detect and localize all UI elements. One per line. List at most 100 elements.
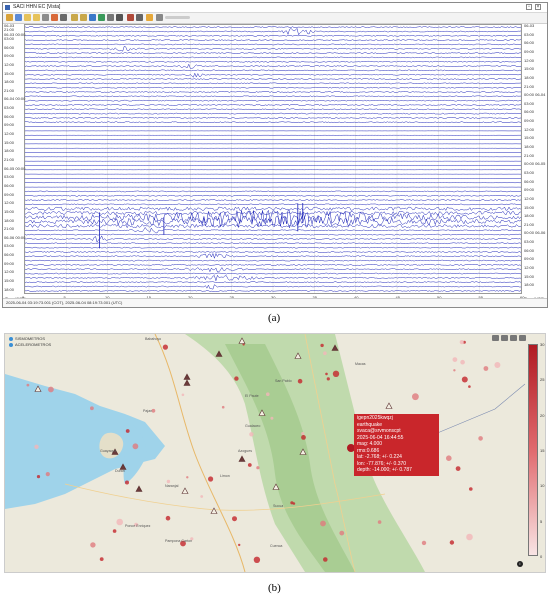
restore-icon[interactable]: ▫	[526, 4, 532, 10]
print-icon[interactable]	[42, 14, 49, 21]
stop-icon[interactable]	[127, 14, 134, 21]
trace-line	[24, 259, 522, 262]
info-icon[interactable]: i	[517, 561, 523, 567]
map-tool-icon[interactable]	[519, 335, 526, 341]
event-marker	[270, 416, 274, 420]
window-title: SACI HHN EC [Vista]	[13, 4, 61, 10]
trace-line	[24, 209, 522, 226]
left-time-label: 15:00	[4, 139, 15, 145]
island	[99, 432, 124, 459]
right-time-label: 03:00	[524, 31, 535, 37]
save-icon[interactable]	[15, 14, 22, 21]
trace-line	[24, 78, 522, 80]
event-marker	[320, 520, 326, 527]
event-depth: depth: -14.000; +/- 0.787	[357, 467, 412, 473]
left-time-label: 15:00	[4, 208, 15, 214]
road	[304, 334, 356, 572]
left-time-label: 09:00	[4, 122, 15, 128]
trace-line	[24, 60, 522, 63]
left-time-label: 06:00	[4, 182, 15, 188]
event-marker	[151, 408, 156, 413]
left-time-label: 18:00	[4, 79, 15, 85]
event-marker	[377, 520, 382, 524]
right-time-label: 12:00	[524, 126, 535, 132]
event-marker	[332, 370, 340, 377]
place-label: Duran	[115, 469, 125, 473]
right-time-label: 09:00	[524, 187, 535, 193]
close-icon[interactable]: ×	[535, 4, 541, 10]
map-tool-icon[interactable]	[492, 335, 499, 341]
trace-line	[24, 104, 522, 106]
place-label: Naranjal	[165, 484, 179, 488]
trace-line	[24, 190, 522, 193]
legend-item[interactable]: ACELEROMETROS	[9, 342, 51, 348]
title-bar: SACI HHN EC [Vista] ▫ ×	[3, 3, 547, 13]
event-marker	[412, 393, 419, 401]
selected-event-marker	[347, 444, 355, 452]
map-canvas[interactable]	[5, 334, 545, 572]
event-marker	[232, 516, 237, 522]
event-time: 2025-06-04 16:44:55	[357, 434, 404, 441]
station-triangle-icon	[215, 350, 223, 357]
left-time-label: 06:00	[4, 44, 15, 50]
trace-line	[24, 63, 521, 69]
right-time-label: 09:00	[524, 118, 535, 124]
grid-icon[interactable]	[98, 14, 105, 21]
event-marker	[99, 557, 104, 561]
legend-item[interactable]: SISMOMETROS	[9, 336, 51, 342]
folder-icon[interactable]	[24, 14, 31, 21]
place-label: Limon	[220, 474, 230, 478]
event-marker	[256, 466, 260, 470]
sound-icon[interactable]	[136, 14, 143, 21]
map-tool-icon[interactable]	[501, 335, 508, 341]
left-time-label: 18:00	[4, 217, 15, 223]
filter-icon[interactable]	[107, 14, 114, 21]
event-map[interactable]: SISMOMETROS ACELEROMETROS Babahoyo Azogue…	[4, 333, 546, 573]
marker-icon[interactable]	[146, 14, 153, 21]
station-triangle-icon	[299, 448, 307, 455]
clip-icon[interactable]	[116, 14, 123, 21]
place-label: Gualaceo	[245, 424, 261, 428]
right-time-label: 06:00	[524, 40, 535, 46]
settings-icon[interactable]	[60, 14, 67, 21]
border-line	[434, 383, 526, 435]
right-time-label: 18:00	[524, 213, 535, 219]
left-time-label: 21:00	[4, 226, 15, 232]
place-label: San Pablo	[275, 379, 292, 383]
x-tick-label: 10	[105, 295, 109, 300]
event-marker	[234, 376, 239, 381]
scale-slider[interactable]	[165, 16, 190, 19]
event-marker	[200, 495, 204, 498]
station-triangle-icon	[272, 483, 280, 490]
event-marker	[90, 542, 96, 548]
map-tool-icon[interactable]	[510, 335, 517, 341]
pan-icon[interactable]	[89, 14, 96, 21]
station-triangle-icon	[183, 373, 191, 380]
event-lon: lon: -77.876; +/- 0.370	[357, 460, 407, 467]
event-marker	[190, 537, 194, 541]
station-triangle-icon	[238, 455, 246, 462]
right-time-label: 21:00	[524, 152, 535, 158]
event-marker	[186, 476, 189, 479]
open-icon[interactable]	[6, 14, 13, 21]
event-popup[interactable]: igepn2025kwqzj earthquake svaca@srvmonsc…	[354, 414, 439, 476]
place-label: Guayaquil	[100, 449, 117, 453]
event-marker	[181, 393, 185, 397]
trace-line	[24, 252, 522, 260]
station-triangle-icon	[331, 344, 339, 351]
folder-open-icon[interactable]	[33, 14, 40, 21]
event-marker	[461, 376, 468, 383]
zoom-out-icon[interactable]	[80, 14, 87, 21]
trace-line	[24, 121, 522, 124]
event-marker	[180, 540, 186, 547]
right-time-label: 06:00	[524, 109, 535, 115]
link-icon[interactable]	[156, 14, 163, 21]
zoom-in-icon[interactable]	[71, 14, 78, 21]
trace-line	[24, 39, 522, 41]
trace-line	[24, 206, 522, 212]
trace-line	[24, 281, 522, 284]
right-time-label: 09:00	[524, 256, 535, 262]
refresh-icon[interactable]	[51, 14, 58, 21]
right-time-label: 00:00 06-04	[524, 92, 546, 98]
station-triangle-icon	[258, 409, 266, 416]
